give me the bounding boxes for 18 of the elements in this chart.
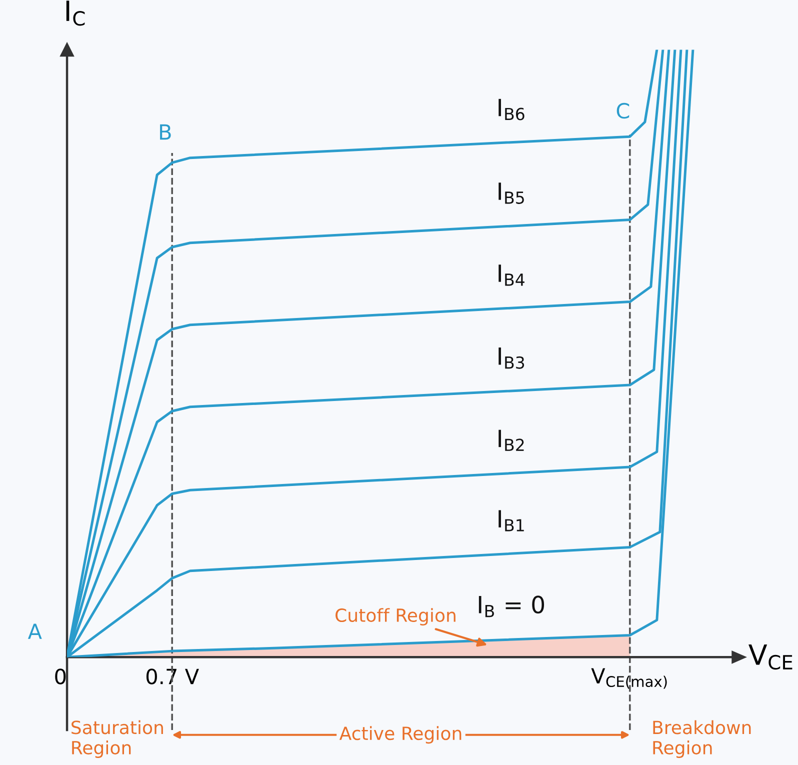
series-label: I$_{B1}$ <box>498 510 524 532</box>
annotation: C <box>616 102 630 119</box>
text: Active Region <box>339 726 462 744</box>
series-label: I$_{B5}$ <box>498 182 524 204</box>
text: Saturation Region <box>72 720 163 758</box>
series-label: I$_{B4}$ <box>498 264 524 286</box>
series-label: I$_{B3}$ <box>498 348 524 369</box>
x-tick-label: 0 <box>55 668 66 684</box>
annotation: A <box>28 624 42 639</box>
y-axis-title: I$_{C}$ <box>66 0 85 26</box>
series-label: I$_{B}$ = 0 <box>478 596 544 618</box>
x-tick-label: V$_{CE(max)}$ <box>591 668 667 689</box>
annotation: B <box>160 124 171 140</box>
series-label: I$_{B2}$ <box>498 430 524 451</box>
annotation: Cutoff Region <box>336 608 456 626</box>
series-label: I$_{B6}$ <box>498 98 524 120</box>
text: Breakdown Region <box>653 720 751 758</box>
x-axis-title: V$_{CE}$ <box>748 644 792 670</box>
